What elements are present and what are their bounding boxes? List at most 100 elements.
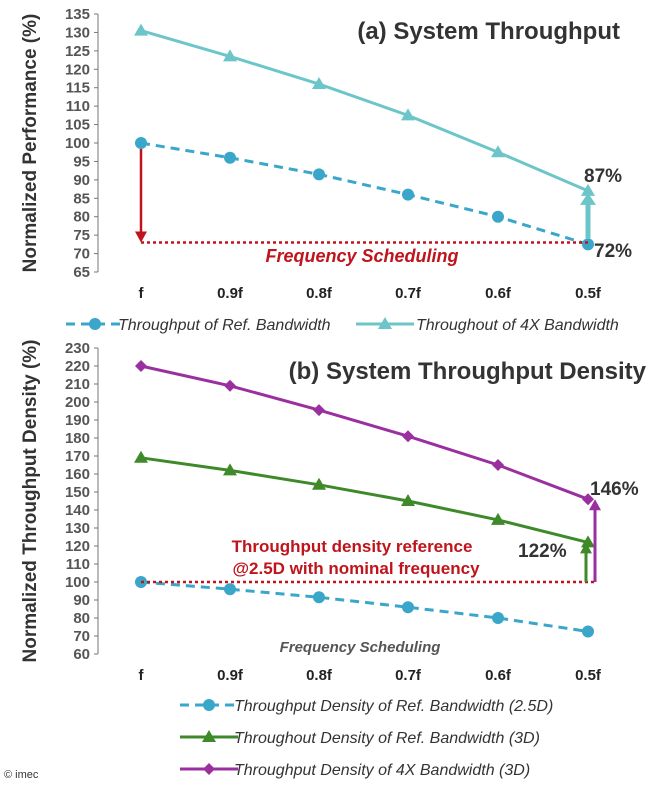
y-tick-label: 90 <box>73 592 90 609</box>
y-tick-label: 105 <box>65 117 90 134</box>
series-line <box>140 456 589 544</box>
series-line <box>140 29 589 193</box>
purple-arrow-head <box>589 499 601 511</box>
x-tick-label: 0.5f <box>575 285 602 302</box>
reference-text-line-1: Throughput density reference <box>232 537 473 556</box>
green-arrow-head <box>580 542 592 554</box>
series-line <box>140 580 589 633</box>
y-tick-label: 210 <box>65 376 90 393</box>
data-point <box>313 404 325 417</box>
y-tick-label: 80 <box>73 610 90 627</box>
x-tick-label: 0.5f <box>575 667 602 684</box>
x-tick-label: f <box>139 667 145 684</box>
data-point <box>402 601 414 614</box>
y-tick-label: 160 <box>65 466 90 483</box>
data-point <box>582 493 594 506</box>
series-line <box>140 141 589 246</box>
red-arrow-head <box>135 231 147 243</box>
y-tick-label: 100 <box>65 135 90 152</box>
y-tick-label: 80 <box>73 209 90 226</box>
data-point <box>224 379 236 392</box>
y-tick-label: 120 <box>65 538 90 555</box>
legend-label: Throughout Density of Ref. Bandwidth (3D… <box>234 730 540 747</box>
credit-text: © imec <box>4 769 39 781</box>
data-point <box>492 210 504 223</box>
data-point <box>134 450 148 463</box>
y-tick-label: 120 <box>65 61 90 78</box>
x-tick-label: 0.6f <box>485 285 512 302</box>
y-tick-label: 130 <box>65 24 90 41</box>
y-tick-label: 200 <box>65 394 90 411</box>
data-point <box>135 360 147 372</box>
y-tick-label: 65 <box>73 264 90 281</box>
y-tick-label: 100 <box>65 574 90 591</box>
y-tick-label: 90 <box>73 172 90 189</box>
y-tick-label: 110 <box>66 556 90 573</box>
legend-entry: Throughout of 4X Bandwidth <box>356 317 619 334</box>
data-point <box>402 430 414 443</box>
data-point <box>491 145 505 158</box>
data-point <box>582 625 594 638</box>
data-point <box>134 23 148 36</box>
legend-swatch-marker <box>203 699 215 711</box>
y-tick-label: 95 <box>73 153 90 170</box>
data-point <box>581 535 595 548</box>
panel-b: 6070809010011012013014015016017018019020… <box>20 340 647 780</box>
scheduling-label: Frequency Scheduling <box>265 246 458 266</box>
legend-entry: Throughput Density of 4X Bandwidth (3D) <box>180 762 530 779</box>
series-2 <box>134 23 595 196</box>
y-axis-label: Normalized Throughput Density (%) <box>20 340 41 663</box>
y-tick-label: 70 <box>73 628 90 645</box>
series-1 <box>135 137 594 251</box>
y-tick-label: 110 <box>66 98 90 115</box>
data-point <box>223 49 237 62</box>
data-point <box>401 108 415 121</box>
y-tick-label: 170 <box>65 448 90 465</box>
y-tick-label: 70 <box>73 246 90 263</box>
chart-title: (a) System Throughput <box>357 18 620 45</box>
data-point <box>492 612 504 624</box>
y-tick-label: 125 <box>65 43 90 60</box>
end-label-ref: 122% <box>518 541 567 562</box>
y-tick-label: 85 <box>73 190 90 207</box>
x-tick-label: f <box>139 285 145 302</box>
legend-swatch-marker <box>203 763 215 775</box>
x-tick-label: 0.7f <box>395 285 422 302</box>
x-tick-label: 0.8f <box>306 667 333 684</box>
x-tick-label: 0.9f <box>217 285 244 302</box>
data-point <box>223 463 237 476</box>
y-tick-label: 75 <box>73 227 90 244</box>
legend-label: Throughput Density of Ref. Bandwidth (2.… <box>234 698 553 715</box>
data-point <box>224 151 236 164</box>
x-tick-label: 0.9f <box>217 667 244 684</box>
y-tick-label: 180 <box>65 430 90 447</box>
series-3 <box>135 360 594 506</box>
scheduling-label: Frequency Scheduling <box>280 639 441 656</box>
reference-text-line-2: @2.5D with nominal frequency <box>232 559 480 578</box>
teal-arrow-head <box>580 192 596 205</box>
legend-swatch-marker <box>89 318 101 330</box>
y-tick-label: 115 <box>66 80 90 97</box>
data-point <box>312 477 326 490</box>
series-line <box>140 364 589 501</box>
data-point <box>402 188 414 201</box>
series-2 <box>134 450 595 548</box>
data-point <box>491 512 505 525</box>
y-tick-label: 190 <box>65 412 90 429</box>
data-point <box>582 238 594 251</box>
legend-label: Throughout of 4X Bandwidth <box>416 317 619 334</box>
legend-label: Throughput of Ref. Bandwidth <box>118 317 331 334</box>
y-tick-label: 220 <box>65 358 90 375</box>
y-axis-label: Normalized Performance (%) <box>20 14 41 273</box>
y-tick-label: 140 <box>65 502 90 519</box>
end-label-4x: 146% <box>590 479 639 500</box>
y-tick-label: 230 <box>65 340 90 357</box>
y-tick-label: 135 <box>65 6 90 23</box>
legend-swatch-marker <box>202 730 216 742</box>
y-tick-label: 130 <box>65 520 90 537</box>
end-label-4x: 87% <box>584 166 622 187</box>
x-tick-label: 0.7f <box>395 667 422 684</box>
y-tick-label: 150 <box>65 484 90 501</box>
